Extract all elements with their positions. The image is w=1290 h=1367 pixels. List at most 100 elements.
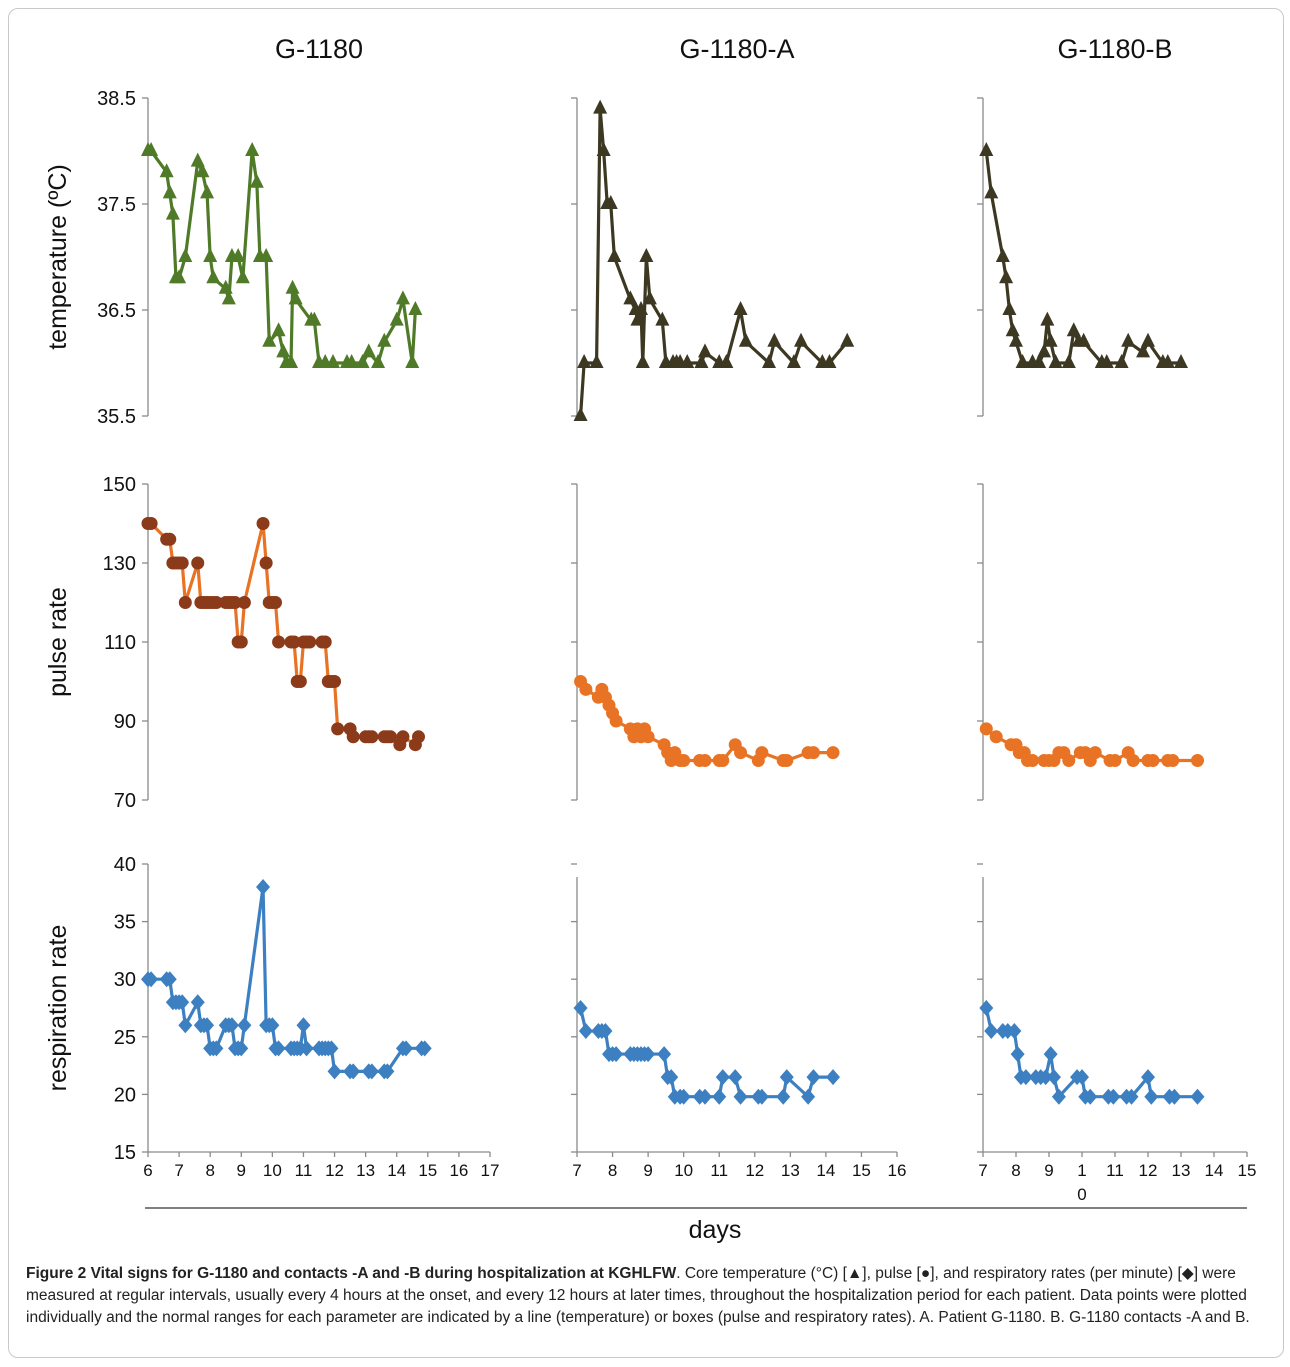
panel-1-1-data-point (371, 354, 386, 368)
panel-3-1-y-tick-label: 35 (114, 912, 136, 934)
panel-2-1-data-point (328, 675, 342, 688)
panel-3-1-x-tick-label: 15 (418, 1161, 437, 1180)
panel-2-1-data-point (287, 635, 301, 649)
panel-1-1-data-point (389, 311, 404, 326)
panel-3-3-data-point (1046, 1069, 1061, 1086)
panel-1-2-data-point (630, 311, 645, 326)
panel-1-2-data-point (794, 332, 808, 347)
panel-1-3-data-point (1136, 343, 1151, 358)
panel-2-2-data-point (641, 730, 655, 744)
panel-1-1-data-point (190, 152, 205, 167)
panel-1-1-data-point (178, 248, 193, 262)
panel-1-2-data-point (786, 354, 801, 368)
panel-2-1-data-point (237, 596, 251, 609)
panel-3-1-x-tick-label: 11 (295, 1161, 313, 1180)
panel-2-3-data-point (1146, 754, 1160, 767)
panel-3-1-data-point (209, 1040, 224, 1057)
panel-3-3-x-tick-label: 14 (1205, 1161, 1224, 1180)
panel-2-3-data-point (1062, 754, 1076, 767)
panel-3-2-x-tick-label: 8 (608, 1161, 617, 1180)
panel-1-1-data-point (405, 354, 420, 368)
panel-3-2-data-point (776, 1088, 791, 1105)
panel-3-2-x-tick-label: 16 (888, 1161, 907, 1180)
panel-2-1-data-point (256, 517, 270, 530)
column-title-3: G-1180-B (1057, 34, 1172, 64)
panel-3-2-x-tick-label: 15 (852, 1161, 871, 1180)
panel-3-1-data-point (162, 971, 177, 988)
panel-1-1-data-point (235, 269, 250, 284)
panel-1-1-data-point (144, 142, 159, 156)
panel-1-1-data-point (206, 269, 221, 284)
panel-2-1-data-point (365, 730, 379, 744)
panel-1-2-data-point (698, 343, 712, 358)
panel-1-2-data-point (607, 248, 622, 262)
panel-3-2-data-point (657, 1046, 672, 1063)
panel-3-1-data-point (224, 1017, 239, 1034)
panel-1-2-data-point (596, 142, 611, 156)
panel-3-1-x-tick-label: 14 (387, 1161, 406, 1180)
panel-2-1-y-tick-label: 130 (103, 553, 136, 575)
panel-3-1-data-point (327, 1063, 342, 1080)
panel-3-3-x-tick-label: 13 (1172, 1161, 1191, 1180)
panel-1-1-y-tick-label: 36.5 (97, 300, 136, 322)
panel-3-2-data-point (578, 1023, 593, 1040)
panel-1-1-data-point (195, 163, 210, 178)
panel-1-3-data-point (1121, 332, 1136, 347)
panel-1-1-data-point (408, 301, 423, 315)
panel-1-1-data-point (231, 248, 246, 262)
panel-1-1-data-point (285, 279, 300, 294)
panel-1-3-data-point (1015, 354, 1030, 368)
panel-3-1-x-tick-label: 10 (263, 1161, 282, 1180)
panel-1-1-data-point (159, 163, 174, 178)
column-title-2: G-1180-A (679, 34, 794, 64)
panel-3-3-x-tick-label: 11 (1106, 1161, 1124, 1180)
panel-1-3-data-point (1009, 332, 1023, 347)
panel-3-2-x-tick-label: 10 (674, 1161, 693, 1180)
panel-2-1-data-point (228, 596, 242, 609)
panel-3-1-data-point (256, 879, 271, 896)
row-label-2: pulse rate (44, 587, 72, 697)
panel-3-3-data-point (1167, 1088, 1182, 1105)
panel-1-3-data-point (979, 142, 994, 156)
panel-3-2-data-point (712, 1088, 727, 1105)
panel-1-1-data-point (284, 354, 299, 368)
panel-3-3-x-tick-label: 7 (978, 1161, 987, 1180)
panel-2-1-data-point (178, 596, 192, 609)
panel-3-3-x-tick-label: 9 (1044, 1161, 1053, 1180)
panel-3-1-y-tick-label: 25 (114, 1027, 136, 1049)
panel-1-2-data-point (573, 407, 588, 421)
panel-3-1-data-point (324, 1040, 339, 1057)
panel-3-3-x-tick-label: 8 (1011, 1161, 1020, 1180)
column-title-1: G-1180 (275, 34, 363, 64)
panel-3-3-data-point (1106, 1088, 1121, 1105)
panel-3-3-data-point (1083, 1088, 1098, 1105)
panel-3-2-data-point (779, 1069, 794, 1086)
panel-1-1-data-point (259, 248, 274, 262)
panel-3-1-x-tick-label: 13 (356, 1161, 375, 1180)
panel-1-3-data-point (1005, 322, 1020, 337)
panel-1-3-data-point (995, 248, 1010, 262)
panel-3-1-series-line (148, 885, 425, 1073)
panel-2-1-data-point (163, 532, 177, 546)
panel-2-1-data-point (144, 517, 158, 530)
panel-3-1-data-point (299, 1040, 314, 1057)
panel-1-1-data-point (276, 343, 291, 358)
panel-1-3-data-point (1002, 301, 1017, 315)
panel-1-1-y-tick-label: 35.5 (97, 406, 136, 428)
panel-2-2-data-point (698, 754, 712, 767)
panel-3-1-data-point (399, 1040, 414, 1057)
panel-1-3-data-point (1160, 354, 1175, 368)
panel-3-2-x-tick-label: 14 (816, 1161, 835, 1180)
panel-1-3-data-point (984, 184, 999, 199)
panel-3-1-data-point (417, 1040, 432, 1057)
panel-3-2-x-tick-label: 7 (572, 1161, 581, 1180)
panel-1-2-data-point (635, 354, 650, 368)
panel-3-1-y-tick-label: 30 (114, 969, 136, 991)
panel-3-3-data-point (1124, 1088, 1139, 1105)
panel-3-3-data-point (1018, 1069, 1033, 1086)
panel-1-2-data-point (577, 354, 592, 368)
caption-text: . Core temperature (°C) [▲], pulse [●], … (26, 1265, 1250, 1326)
panel-2-2-data-point (780, 754, 794, 767)
panel-2-1-data-point (191, 556, 205, 570)
panel-1-3-data-point (1032, 354, 1047, 368)
